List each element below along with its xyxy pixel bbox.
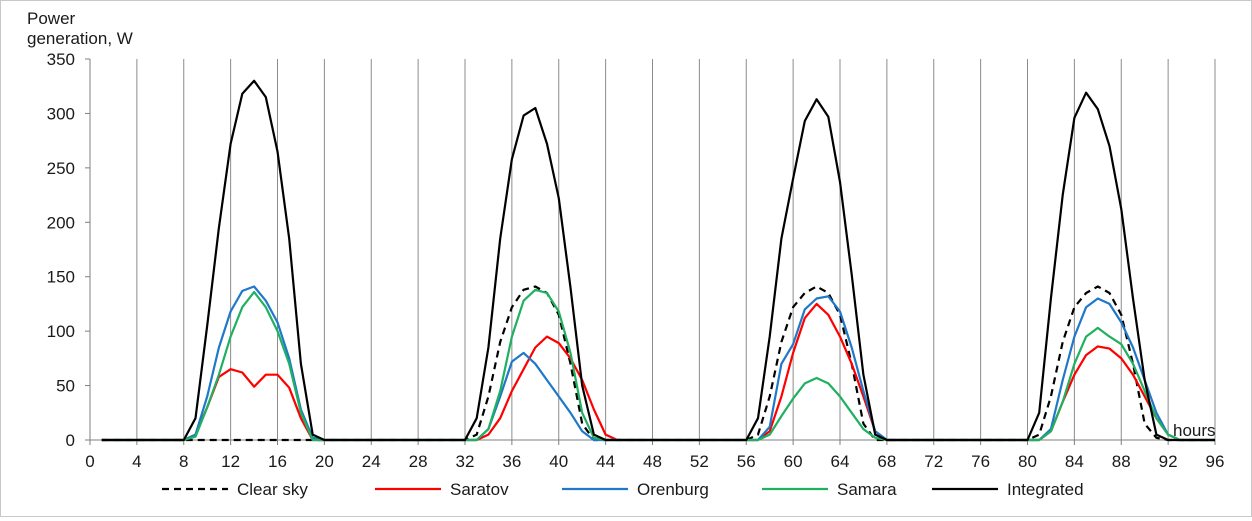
y-axis-label-line-1: Power [27,9,76,28]
x-tick-label: 4 [132,452,141,471]
x-tick-label: 0 [85,452,94,471]
x-tick-label: 96 [1206,452,1225,471]
x-tick-label: 92 [1159,452,1178,471]
y-tick-label: 100 [47,322,75,341]
series-line-samara [101,288,1215,442]
legend-label-saratov: Saratov [450,480,509,499]
x-tick-label: 20 [315,452,334,471]
x-tick-label: 28 [409,452,428,471]
x-tick-label: 68 [877,452,896,471]
series-line-integrated [101,79,1215,442]
x-tick-label: 52 [690,452,709,471]
x-tick-label: 84 [1065,452,1084,471]
y-tick-label: 200 [47,213,75,232]
x-tick-label: 64 [831,452,850,471]
legend-label-samara: Samara [837,480,897,499]
x-tick-label: 72 [924,452,943,471]
y-axis-label: Power generation, W [27,9,133,49]
x-tick-label: 24 [362,452,381,471]
x-tick-label: 8 [179,452,188,471]
x-tick-label: 60 [784,452,803,471]
x-tick-label: 56 [737,452,756,471]
x-tick-label: 12 [221,452,240,471]
x-tick-label: 32 [456,452,475,471]
x-tick-label: 88 [1112,452,1131,471]
y-tick-label: 250 [47,159,75,178]
legend-label-clear-sky: Clear sky [237,480,308,499]
y-axis-label-line-2: generation, W [27,29,133,48]
x-tick-label: 44 [596,452,615,471]
y-tick-label: 50 [56,377,75,396]
x-tick-label: 76 [971,452,990,471]
x-tick-label: 40 [549,452,568,471]
y-tick-label: 350 [47,50,75,69]
legend-label-integrated: Integrated [1007,480,1084,499]
x-tick-label: 16 [268,452,287,471]
series-line-orenburg [101,285,1215,442]
legend-label-orenburg: Orenburg [637,480,709,499]
x-tick-label: 80 [1018,452,1037,471]
x-axis-label: hours [1173,421,1216,440]
x-tick-label: 36 [502,452,521,471]
y-tick-label: 300 [47,104,75,123]
y-tick-label: 150 [47,268,75,287]
y-tick-label: 0 [66,431,75,450]
x-tick-label: 48 [643,452,662,471]
series-line-clear-sky [101,285,1215,442]
